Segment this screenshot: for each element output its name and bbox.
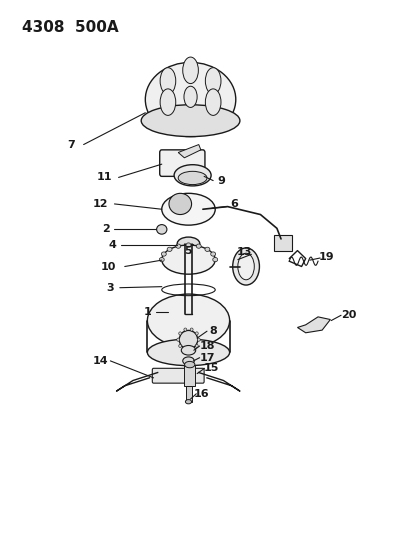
Ellipse shape <box>212 257 217 262</box>
Ellipse shape <box>178 171 206 184</box>
Ellipse shape <box>182 357 194 365</box>
Ellipse shape <box>195 332 198 335</box>
Text: 16: 16 <box>193 389 209 399</box>
Ellipse shape <box>161 245 215 274</box>
Ellipse shape <box>196 244 201 248</box>
Ellipse shape <box>161 193 215 225</box>
FancyBboxPatch shape <box>273 235 292 251</box>
Ellipse shape <box>160 89 176 115</box>
Ellipse shape <box>195 344 198 348</box>
Ellipse shape <box>161 252 166 256</box>
Ellipse shape <box>232 248 259 285</box>
Polygon shape <box>297 317 330 333</box>
Ellipse shape <box>145 62 235 136</box>
Bar <box>185 386 191 402</box>
Ellipse shape <box>178 332 181 335</box>
Ellipse shape <box>205 89 221 115</box>
Ellipse shape <box>185 400 191 404</box>
Text: 18: 18 <box>199 341 214 351</box>
Text: 10: 10 <box>100 262 116 271</box>
Ellipse shape <box>176 338 179 341</box>
Ellipse shape <box>174 165 211 186</box>
Text: 4: 4 <box>108 240 116 251</box>
Text: 15: 15 <box>203 364 218 373</box>
Ellipse shape <box>205 68 221 94</box>
Ellipse shape <box>190 328 192 331</box>
Text: 3: 3 <box>106 282 114 293</box>
Ellipse shape <box>237 253 254 280</box>
FancyBboxPatch shape <box>159 150 204 176</box>
Ellipse shape <box>183 86 197 108</box>
Text: 5: 5 <box>184 246 192 256</box>
Text: 20: 20 <box>340 310 356 320</box>
Ellipse shape <box>181 345 195 355</box>
Ellipse shape <box>159 257 164 262</box>
Text: 1: 1 <box>143 306 151 317</box>
Ellipse shape <box>178 344 181 348</box>
Text: 2: 2 <box>102 224 110 235</box>
Ellipse shape <box>190 348 192 351</box>
Ellipse shape <box>197 338 200 341</box>
Ellipse shape <box>167 247 172 252</box>
Bar <box>183 244 193 260</box>
Ellipse shape <box>183 328 186 331</box>
Text: 6: 6 <box>229 199 237 209</box>
Ellipse shape <box>176 244 180 248</box>
Text: 8: 8 <box>209 326 216 336</box>
Text: 7: 7 <box>67 140 75 150</box>
Ellipse shape <box>141 105 239 136</box>
FancyBboxPatch shape <box>152 368 204 383</box>
Ellipse shape <box>210 252 215 256</box>
Text: 9: 9 <box>217 175 225 185</box>
Ellipse shape <box>184 361 195 368</box>
Polygon shape <box>178 144 200 158</box>
Ellipse shape <box>179 330 197 349</box>
Ellipse shape <box>156 224 166 234</box>
Text: 13: 13 <box>236 247 251 257</box>
Text: 12: 12 <box>92 199 107 209</box>
Bar <box>184 365 194 386</box>
Ellipse shape <box>185 243 190 247</box>
Ellipse shape <box>160 68 176 94</box>
Ellipse shape <box>147 294 229 347</box>
Text: 4308  500A: 4308 500A <box>22 20 118 35</box>
Ellipse shape <box>204 247 209 252</box>
Ellipse shape <box>183 348 186 351</box>
Text: 19: 19 <box>318 252 333 262</box>
Ellipse shape <box>169 193 191 215</box>
Ellipse shape <box>147 339 229 366</box>
Text: 17: 17 <box>199 353 214 362</box>
Text: 11: 11 <box>96 172 112 182</box>
Text: 14: 14 <box>92 356 108 366</box>
Ellipse shape <box>182 57 198 84</box>
Ellipse shape <box>177 237 199 251</box>
